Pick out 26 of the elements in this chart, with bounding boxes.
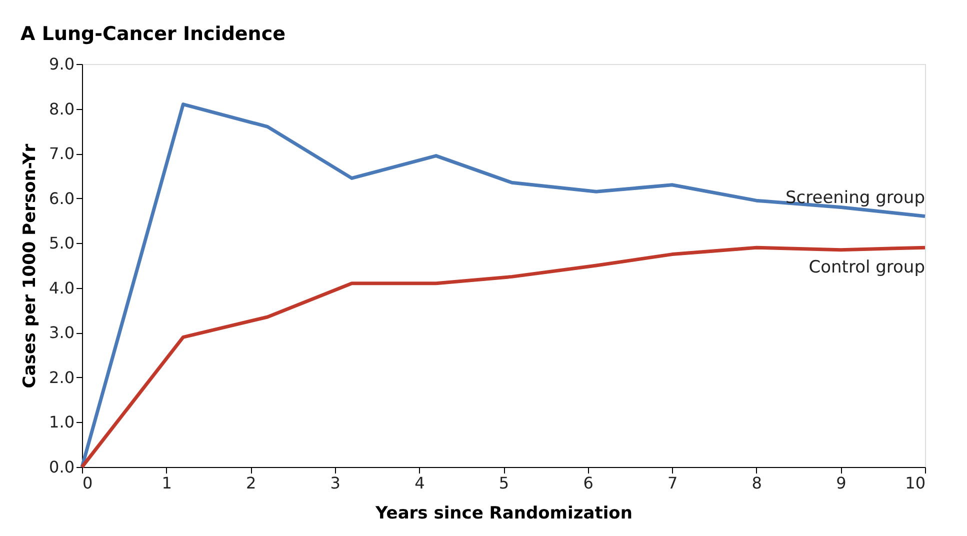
x-tick-label: 10 [905, 474, 926, 492]
y-axis-title: Cases per 1000 Person-Yr [20, 143, 40, 388]
x-tick-label: 6 [583, 474, 594, 492]
y-tick-label: 0.0 [49, 458, 74, 476]
x-tick-label: 0 [82, 474, 93, 492]
x-axis-title: Years since Randomization [374, 504, 632, 524]
y-tick-label: 1.0 [49, 412, 74, 432]
y-tick-label: 5.0 [49, 234, 74, 253]
series-label: Control group [808, 258, 925, 278]
chart-title: A Lung-Cancer Incidence [20, 23, 286, 45]
x-tick-label: 1 [162, 474, 172, 492]
x-tick-label: 9 [836, 474, 846, 492]
x-tick-label: 7 [668, 474, 678, 492]
y-tick-label: 4.0 [49, 278, 74, 298]
y-tick-label: 6.0 [49, 188, 74, 208]
x-tick-label: 8 [752, 474, 762, 492]
series-label: Screening group [785, 188, 925, 208]
y-tick-label: 3.0 [49, 323, 74, 342]
y-tick-label: 2.0 [49, 368, 74, 387]
y-tick-label: 7.0 [49, 144, 74, 164]
x-tick-label: 4 [414, 474, 425, 492]
x-tick-label: 2 [246, 474, 256, 492]
y-tick-label: 8.0 [49, 99, 74, 118]
y-tick-label: 9.0 [49, 54, 74, 74]
x-tick-label: 3 [330, 474, 340, 492]
x-tick-label: 5 [498, 474, 510, 492]
